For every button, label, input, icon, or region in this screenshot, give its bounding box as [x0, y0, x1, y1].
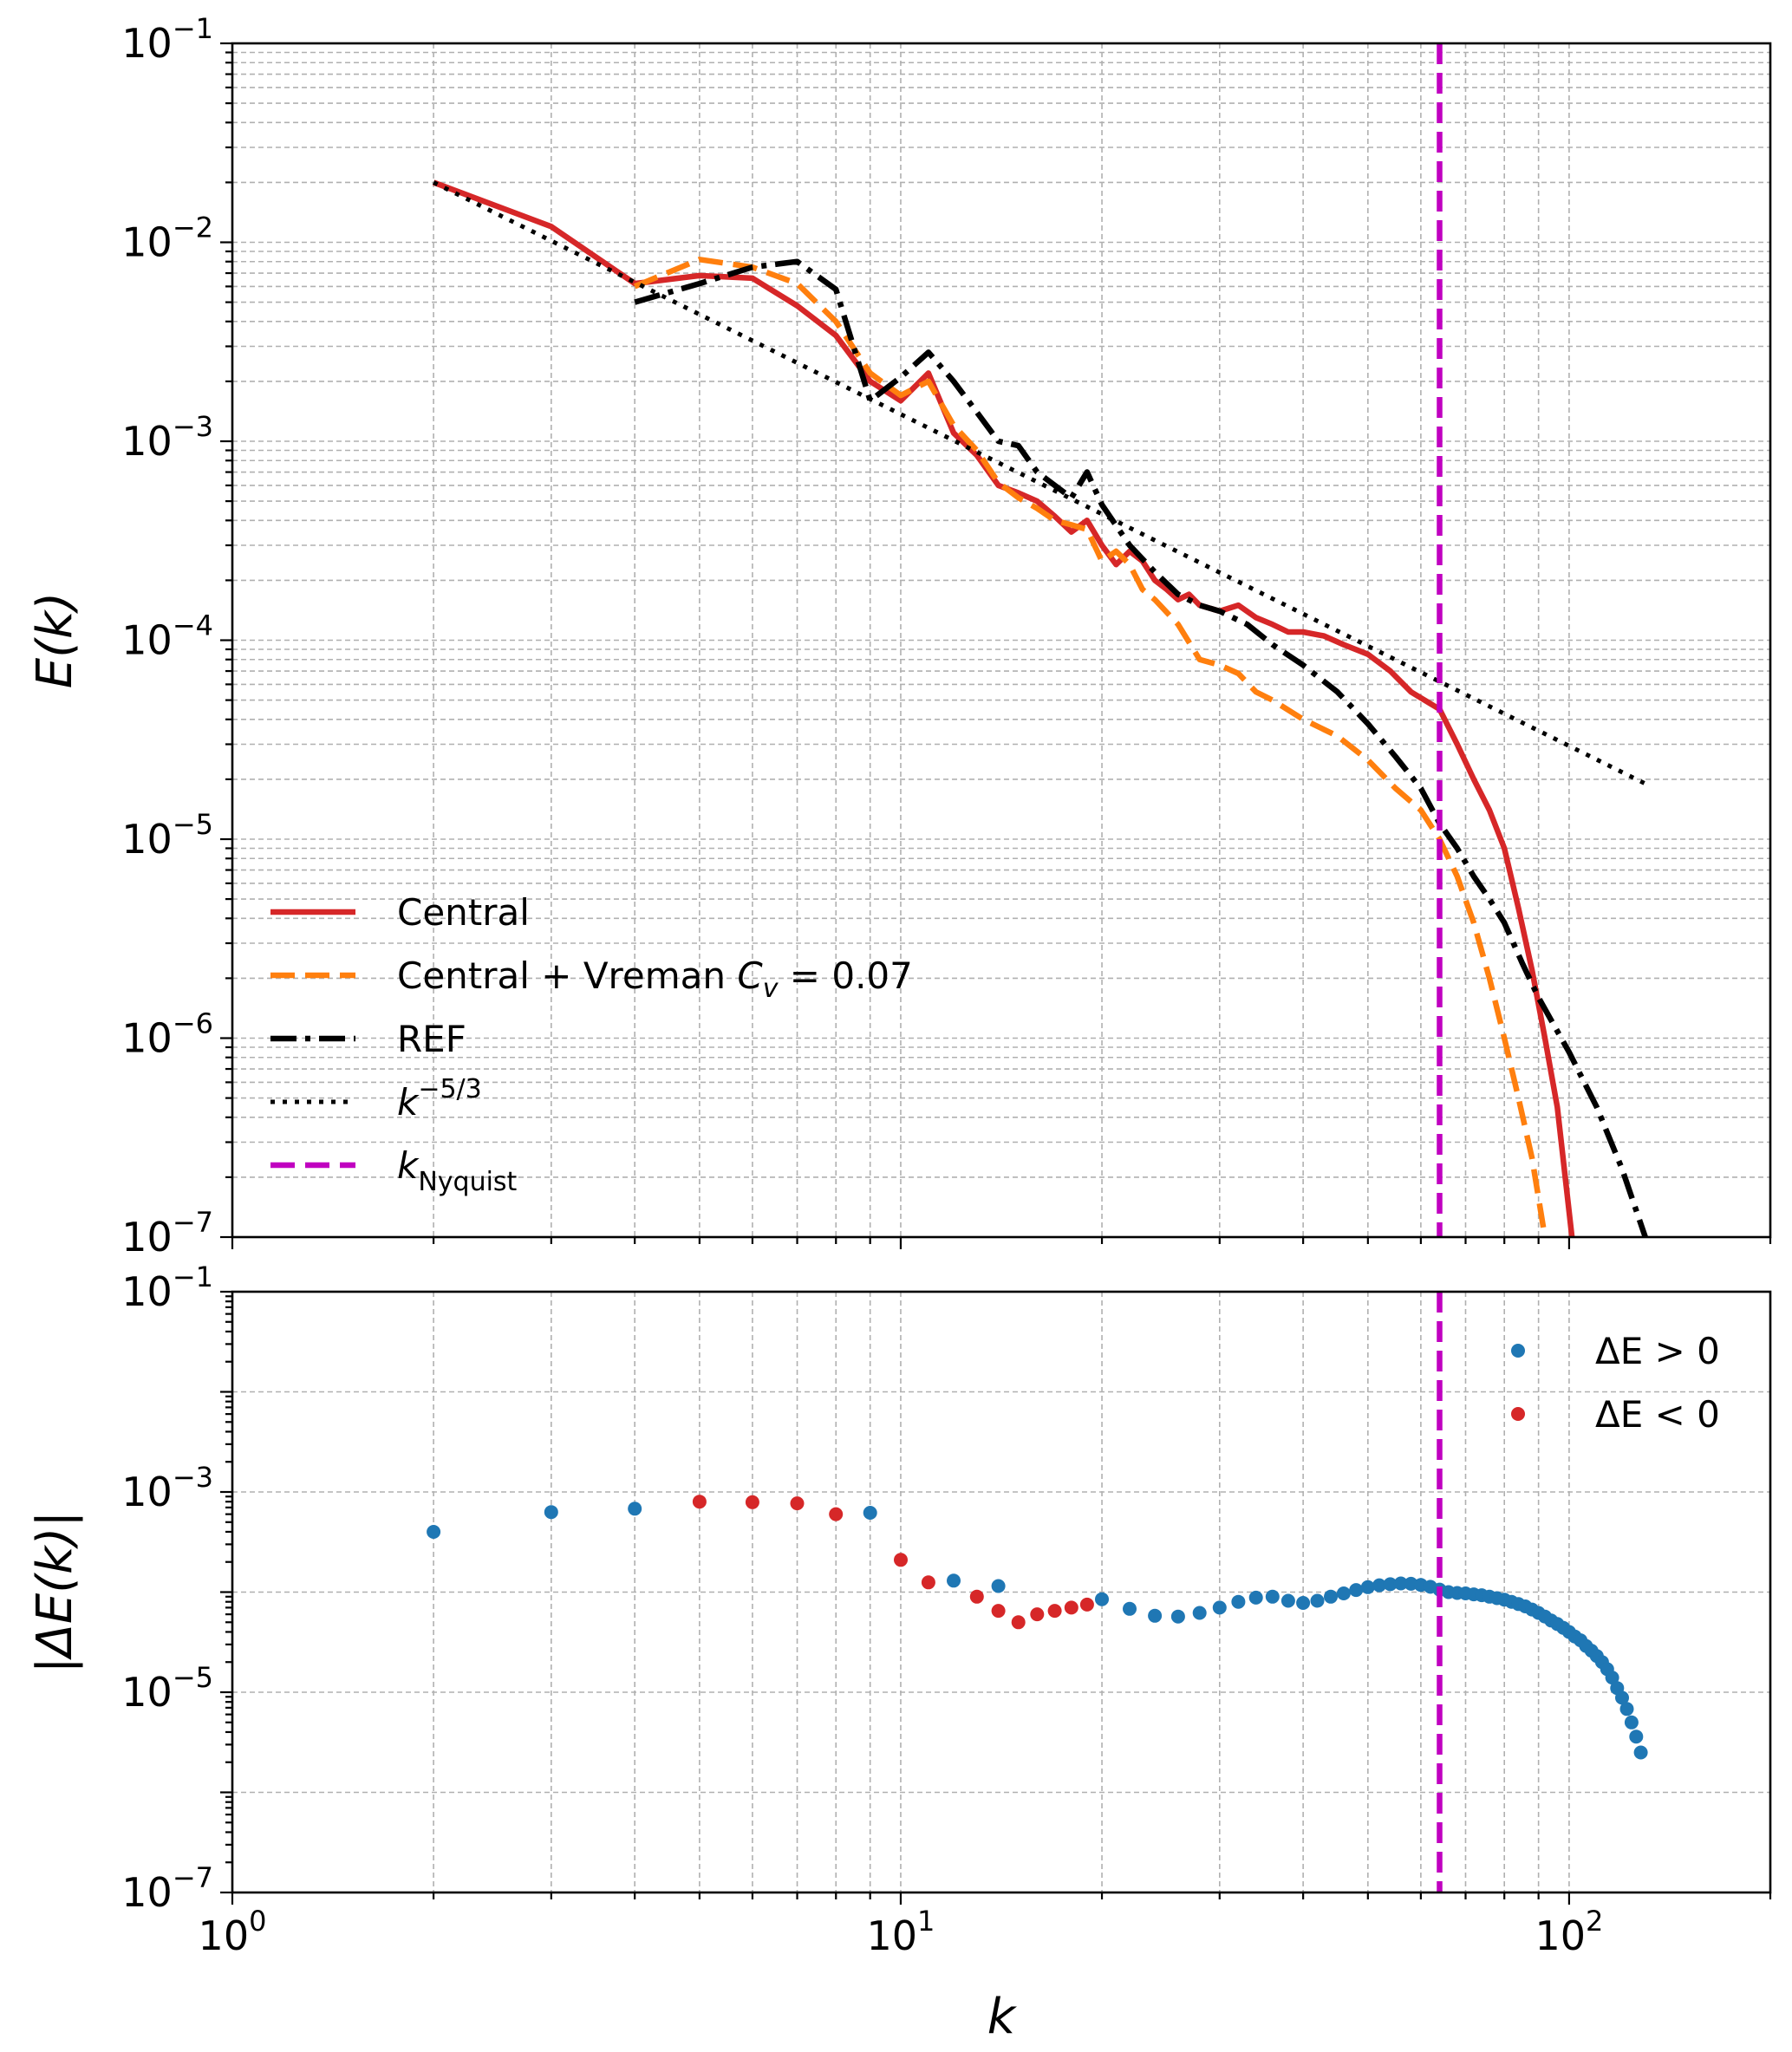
point-positive: [1393, 1576, 1408, 1591]
y-tick-label: 10−7: [121, 1861, 213, 1916]
point-negative: [692, 1495, 707, 1509]
point-positive: [1372, 1578, 1386, 1593]
legend-item: k−5/3: [270, 1074, 482, 1124]
scatter-group: [427, 1495, 1648, 1760]
y-tick-label: 10−6: [121, 1007, 213, 1062]
point-negative: [894, 1553, 908, 1567]
point-positive: [1624, 1715, 1639, 1730]
y-tick-label: 10−1: [121, 1261, 213, 1315]
point-positive: [1170, 1609, 1185, 1624]
y-tick-label: 10−5: [121, 1661, 213, 1716]
x-tick-label: 101: [867, 1905, 935, 1959]
y-tick-label: 10−4: [121, 609, 213, 664]
legend-label: Central + Vreman Cv = 0.07: [397, 954, 913, 1004]
legend-item: kNyquist: [270, 1144, 518, 1197]
point-positive: [1280, 1593, 1295, 1608]
x-axis-label: k: [987, 1989, 1018, 2045]
y-tick-label: 10−1: [121, 12, 213, 67]
point-positive: [427, 1525, 441, 1539]
point-negative: [790, 1496, 805, 1511]
legend-bottom: ΔE > 0 ΔE < 0: [1511, 1330, 1720, 1436]
point-negative: [1030, 1607, 1045, 1622]
axes: 10−7 10−5 10−3 10−1 100 101 102 |ΔE(k)| k: [27, 1261, 1772, 2045]
point-positive: [1383, 1577, 1398, 1592]
grid: [231, 42, 1771, 1238]
point-positive: [1095, 1592, 1109, 1606]
point-negative: [921, 1575, 935, 1590]
y-tick-label: 10−3: [121, 1461, 213, 1515]
point-negative: [1079, 1597, 1094, 1612]
legend-item: Central: [270, 891, 530, 934]
point-positive: [1148, 1608, 1163, 1623]
y-axis-label: |ΔE(k)|: [27, 1511, 83, 1674]
y-axis-label: E(k): [27, 592, 83, 689]
legend-label: kNyquist: [397, 1144, 518, 1197]
point-positive: [1212, 1600, 1227, 1615]
legend-marker: [1511, 1344, 1525, 1358]
y-tick-label: 10−5: [121, 808, 213, 863]
top-panel: 10−710−610−510−410−310−210−1E(k)CentralC…: [27, 12, 1772, 1261]
point-positive: [1633, 1745, 1648, 1760]
legend-label: ΔE > 0: [1595, 1330, 1720, 1372]
legend-label: k−5/3: [397, 1074, 482, 1124]
point-negative: [969, 1589, 984, 1604]
point-positive: [1615, 1690, 1629, 1705]
point-positive: [1605, 1671, 1619, 1685]
point-positive: [1231, 1594, 1246, 1609]
point-positive: [1619, 1702, 1634, 1717]
point-negative: [991, 1604, 1006, 1619]
legend-item: ΔE < 0: [1511, 1393, 1720, 1436]
x-tick-label: 102: [1535, 1905, 1603, 1959]
legend-label: REF: [397, 1018, 466, 1060]
x-tick-label: 100: [199, 1905, 267, 1959]
point-positive: [863, 1506, 877, 1520]
point-negative: [745, 1495, 759, 1509]
point-negative: [829, 1507, 844, 1521]
point-positive: [1324, 1589, 1338, 1604]
point-positive: [1192, 1606, 1207, 1620]
point-positive: [991, 1579, 1006, 1593]
legend-item: ΔE > 0: [1511, 1330, 1720, 1372]
point-positive: [947, 1573, 961, 1588]
legend-marker: [1511, 1407, 1525, 1421]
y-tick-label: 10−3: [121, 410, 213, 465]
point-positive: [1360, 1580, 1375, 1594]
point-positive: [544, 1505, 558, 1520]
point-negative: [1011, 1615, 1026, 1630]
series-line-central-vreman-c-v-0-07: [633, 257, 1548, 1237]
point-positive: [1336, 1586, 1351, 1600]
point-positive: [1629, 1730, 1644, 1744]
legend-top: Central Central + Vreman Cv = 0.07 REF k−5/…: [270, 891, 913, 1197]
point-positive: [1310, 1593, 1325, 1608]
legend-item: Central + Vreman Cv = 0.07: [270, 954, 913, 1004]
legend-label: ΔE < 0: [1595, 1393, 1720, 1436]
point-negative: [1064, 1600, 1078, 1615]
point-positive: [1123, 1601, 1137, 1616]
axes: 10−7 10−6 10−5 10−4 10−3 10−2 10−1 E(k): [27, 12, 1772, 1261]
point-positive: [1349, 1583, 1364, 1598]
point-positive: [1248, 1590, 1263, 1605]
point-positive: [628, 1502, 642, 1516]
point-positive: [1265, 1589, 1280, 1604]
point-negative: [1047, 1604, 1062, 1619]
legend-item: REF: [270, 1018, 466, 1060]
series-group: [432, 179, 1648, 1237]
point-positive: [1296, 1596, 1311, 1610]
series-line-ref: [634, 258, 1648, 1237]
legend-label: Central: [397, 891, 530, 934]
y-tick-label: 10−7: [121, 1206, 213, 1261]
y-tick-label: 10−2: [121, 212, 213, 266]
